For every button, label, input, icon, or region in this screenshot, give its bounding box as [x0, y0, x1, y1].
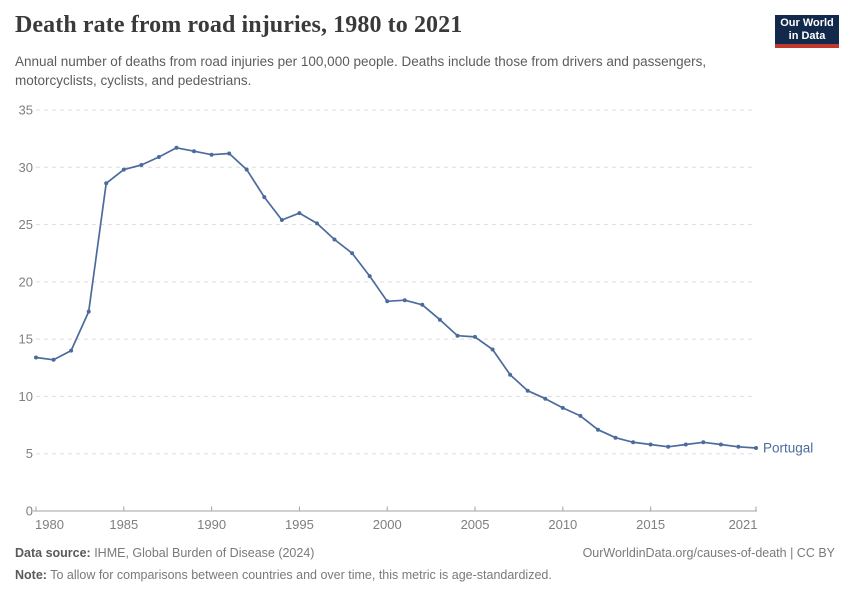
- data-point-portugal-1991: [227, 151, 232, 156]
- y-axis-label-10: 10: [19, 389, 33, 404]
- data-point-portugal-2010: [560, 405, 565, 410]
- data-source-label: Data source:: [15, 546, 91, 560]
- data-point-portugal-2018: [701, 440, 706, 445]
- y-axis-label-25: 25: [19, 217, 33, 232]
- data-point-portugal-2000: [385, 299, 390, 304]
- data-point-portugal-1993: [262, 195, 267, 200]
- data-point-portugal-2015: [648, 442, 653, 447]
- data-point-portugal-2002: [420, 302, 425, 307]
- x-axis-label-2000: 2000: [373, 517, 402, 532]
- data-point-portugal-2016: [666, 444, 671, 449]
- note-text: To allow for comparisons between countri…: [46, 568, 552, 582]
- y-axis-label-35: 35: [19, 103, 33, 118]
- data-point-portugal-2013: [613, 435, 618, 440]
- data-point-portugal-1982: [69, 348, 74, 353]
- data-point-portugal-1986: [139, 163, 144, 167]
- data-point-portugal-2012: [596, 427, 600, 432]
- data-point-portugal-2005: [473, 334, 477, 339]
- data-point-portugal-1992: [244, 167, 249, 172]
- x-axis-label-2005: 2005: [461, 517, 490, 532]
- y-axis-label-0: 0: [26, 504, 33, 519]
- owid-logo-line2: in Data: [788, 29, 826, 42]
- data-point-portugal-1981: [51, 357, 56, 362]
- data-point-portugal-2008: [525, 388, 530, 393]
- line-series-portugal: [35, 146, 757, 449]
- x-axis-label-2015: 2015: [636, 517, 665, 532]
- data-point-portugal-2006: [490, 347, 495, 352]
- data-point-portugal-2009: [543, 396, 548, 401]
- y-axis-label-5: 5: [26, 446, 33, 461]
- chart-note: Note: To allow for comparisons between c…: [15, 568, 835, 582]
- data-point-portugal-2019: [718, 442, 723, 447]
- y-axis-label-30: 30: [19, 160, 33, 175]
- data-point-portugal-1987: [156, 155, 161, 159]
- data-point-portugal-2004: [455, 333, 460, 338]
- data-point-portugal-1984: [104, 181, 109, 186]
- data-point-portugal-1995: [297, 211, 302, 216]
- data-point-portugal-2007: [508, 372, 513, 377]
- x-axis-label-1990: 1990: [197, 517, 226, 532]
- attribution-link[interactable]: OurWorldinData.org/causes-of-death | CC …: [582, 546, 835, 560]
- data-point-portugal-2014: [631, 440, 636, 445]
- chart-subtitle: Annual number of deaths from road injuri…: [15, 54, 707, 88]
- x-axis-label-1980: 1980: [35, 517, 64, 532]
- note-label: Note:: [15, 568, 47, 582]
- series-label-portugal: Portugal: [763, 440, 813, 455]
- data-point-portugal-1988: [174, 145, 179, 150]
- data-point-portugal-2017: [683, 442, 688, 447]
- data-point-portugal-1996: [315, 221, 319, 226]
- owid-logo-line1: Our World: [780, 16, 834, 29]
- x-axis-label-1985: 1985: [109, 517, 138, 532]
- data-point-portugal-1999: [367, 274, 372, 279]
- data-point-portugal-1985: [121, 167, 126, 172]
- data-point-portugal-1990: [209, 152, 214, 157]
- data-source: Data source: IHME, Global Burden of Dise…: [15, 546, 314, 560]
- x-axis-label-2010: 2010: [548, 517, 577, 532]
- data-source-text: IHME, Global Burden of Disease (2024): [90, 546, 315, 560]
- data-point-portugal-1980: [34, 355, 38, 360]
- data-point-portugal-1998: [350, 251, 355, 256]
- data-point-portugal-1994: [279, 218, 284, 222]
- y-axis-label-20: 20: [19, 274, 33, 289]
- data-point-portugal-2021: [754, 446, 758, 450]
- page-title: Death rate from road injuries, 1980 to 2…: [15, 12, 463, 38]
- data-point-portugal-1983: [86, 309, 91, 314]
- y-axis-label-15: 15: [19, 332, 33, 347]
- data-point-portugal-1989: [192, 149, 196, 154]
- data-point-portugal-1997: [332, 237, 337, 242]
- x-axis-label-1995: 1995: [285, 517, 314, 532]
- data-point-portugal-2020: [736, 444, 741, 449]
- x-axis-label-2021: 2021: [729, 517, 758, 532]
- chart-footer: Data source: IHME, Global Burden of Dise…: [15, 546, 835, 582]
- owid-logo[interactable]: Our World in Data: [775, 15, 839, 48]
- data-point-portugal-2001: [402, 298, 407, 303]
- data-point-portugal-2003: [437, 317, 442, 322]
- data-point-portugal-2011: [578, 413, 583, 418]
